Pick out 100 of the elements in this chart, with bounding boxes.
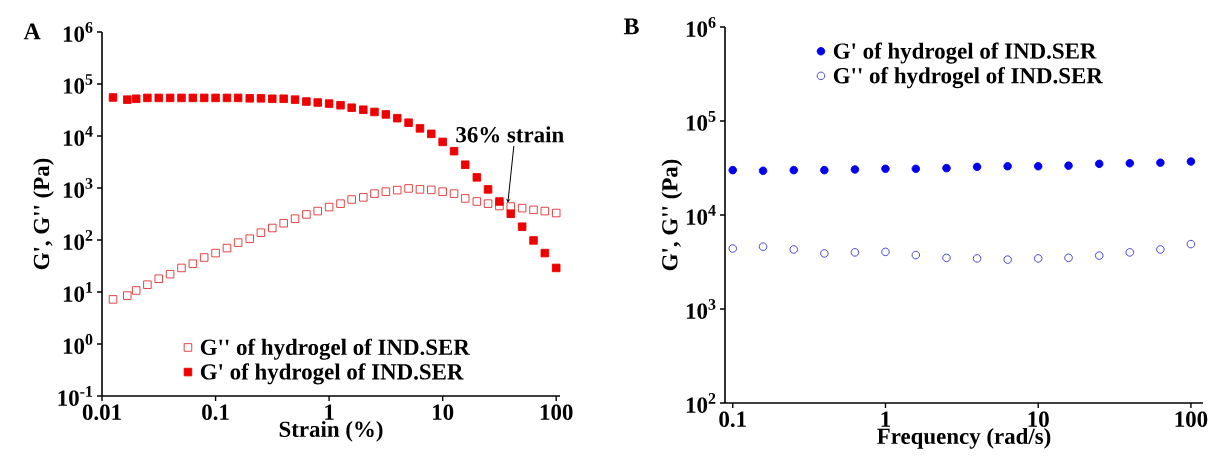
point [517, 203, 527, 213]
point [1095, 251, 1104, 260]
point [427, 129, 436, 139]
point [1064, 161, 1073, 170]
point [942, 253, 951, 263]
point [324, 202, 334, 212]
x-tick-label: 1 [881, 411, 891, 427]
point [279, 94, 288, 103]
point [1125, 248, 1135, 257]
point [211, 248, 220, 258]
point [302, 97, 311, 106]
point [483, 199, 493, 208]
point [404, 118, 413, 127]
y-tick-label: 10$^{6}$ [686, 17, 716, 37]
point [415, 124, 425, 133]
point [911, 250, 921, 260]
point [222, 243, 232, 253]
point [820, 165, 829, 175]
point [758, 166, 768, 176]
point [268, 223, 277, 233]
point [290, 214, 300, 223]
point [324, 99, 334, 108]
point [427, 185, 436, 195]
point [415, 185, 425, 194]
point [1003, 162, 1012, 171]
chart-title: B [623, 18, 639, 35]
point [108, 93, 118, 102]
point [728, 165, 737, 175]
point [131, 286, 141, 295]
point [728, 244, 737, 253]
point [313, 98, 322, 107]
point [222, 93, 232, 103]
point [1186, 157, 1196, 166]
point [529, 236, 538, 245]
point [336, 101, 345, 110]
point [1156, 245, 1165, 254]
point [789, 245, 799, 254]
point [154, 274, 163, 283]
y-tick-label: 10$^{2}$ [63, 230, 93, 250]
y-tick-label: 10$^{3}$ [63, 178, 93, 198]
x-tick-label: 0.01 [82, 404, 121, 421]
y-tick-label: 10$^{5}$ [63, 74, 93, 94]
x-tick-label: 10 [433, 404, 454, 420]
point [347, 103, 356, 112]
y-tick-label: 10$^{3}$ [686, 299, 716, 319]
y-axis-title: G', G'' (Pa) [661, 159, 683, 271]
legend-label: G'' of hydrogel of IND.SER [833, 67, 1104, 89]
point [1095, 159, 1104, 169]
y-tick-label: 10$^{4}$ [63, 126, 93, 146]
point [529, 205, 538, 215]
point [381, 187, 391, 196]
x-axis-title: Strain (%) [279, 420, 383, 442]
x-tick-label: 0.1 [719, 411, 746, 428]
point [233, 93, 243, 103]
x-tick-label: 100 [1175, 411, 1208, 427]
point [392, 185, 402, 195]
point [359, 193, 368, 202]
point [381, 110, 391, 119]
chart-title: A [23, 23, 41, 40]
point [256, 228, 266, 237]
point [438, 137, 447, 147]
point [143, 280, 152, 289]
point [789, 165, 799, 175]
x-tick-label: 100 [540, 404, 573, 420]
point [245, 94, 254, 103]
point [143, 93, 152, 103]
point [199, 253, 209, 262]
x-tick-label: 0.1 [202, 404, 229, 421]
point [972, 254, 982, 263]
point [370, 189, 379, 198]
x-axis-title: Frequency (rad/s) [877, 427, 1051, 449]
point [165, 93, 175, 103]
point [438, 187, 447, 196]
point [460, 194, 470, 203]
point [392, 113, 402, 123]
point [370, 107, 379, 117]
point [359, 105, 368, 114]
point [942, 163, 951, 173]
legend-label: G' of hydrogel of IND.SER [833, 42, 1097, 64]
point [460, 160, 470, 169]
y-tick-label: 10$^{4}$ [686, 205, 716, 225]
point [483, 185, 493, 194]
point [1064, 253, 1073, 263]
y-tick-label: 10$^{1}$ [63, 282, 93, 302]
point [911, 164, 921, 174]
point [177, 263, 186, 273]
point [188, 93, 198, 103]
point [404, 184, 413, 193]
legend-label: G' of hydrogel of IND.SER [200, 363, 464, 385]
y-tick-label: 10$^{6}$ [63, 22, 93, 42]
point [199, 93, 209, 103]
point [256, 94, 266, 103]
y-tick-label: 10$^{2}$ [686, 393, 716, 413]
point [551, 208, 561, 218]
point [336, 199, 345, 208]
point [449, 189, 459, 198]
point [1186, 239, 1196, 249]
point [881, 247, 890, 257]
point [302, 210, 311, 219]
point [506, 209, 516, 218]
